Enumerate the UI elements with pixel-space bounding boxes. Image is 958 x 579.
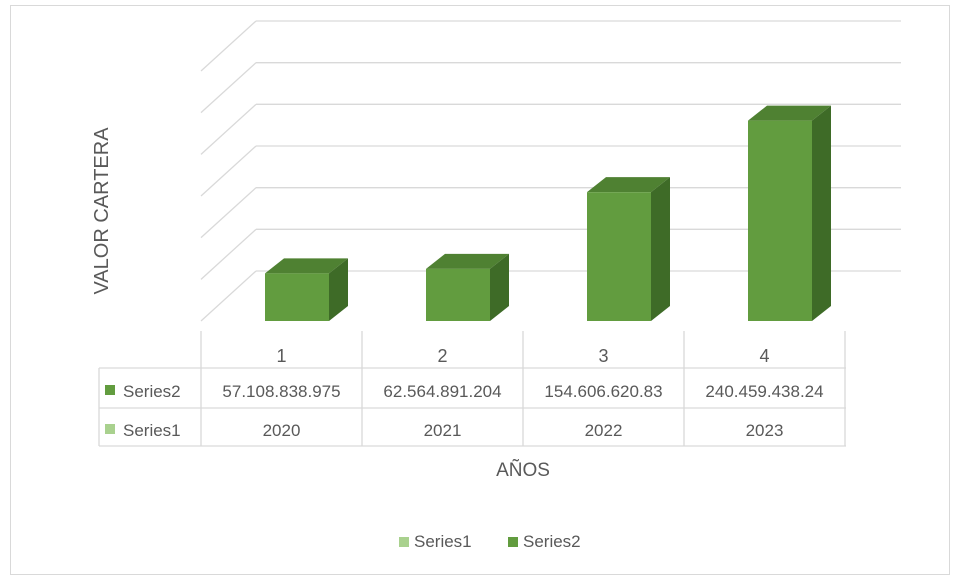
chart-svg: 1 2 3 4 Series2 57.108.838.975 62.564.891.204 1…: [11, 6, 951, 576]
bars: [265, 106, 831, 321]
table-series-name: Series2: [123, 382, 181, 401]
gridline-side: [201, 104, 256, 154]
data-label: 57.108.838.975: [222, 382, 340, 401]
data-label: 2022: [585, 421, 623, 440]
bar-front: [748, 121, 812, 321]
data-label: 240.459.438.24: [705, 382, 823, 401]
gridline-side: [201, 21, 256, 71]
legend-label: Series2: [523, 532, 581, 551]
data-label: 154.606.620.83: [544, 382, 662, 401]
bar-1: [265, 258, 348, 321]
x-axis-title: AÑOS: [496, 459, 550, 481]
data-label: 62.564.891.204: [383, 382, 501, 401]
legend-item: Series1: [399, 532, 472, 551]
bar-side: [812, 106, 831, 321]
bar-3: [587, 177, 670, 321]
data-label: 2023: [746, 421, 784, 440]
legend: Series1 Series2: [399, 532, 581, 551]
table-legend-key: [105, 424, 115, 434]
table-series-name: Series1: [123, 421, 181, 440]
bar-front: [426, 269, 490, 321]
gridline-side: [201, 229, 256, 279]
legend-label: Series1: [414, 532, 472, 551]
bar-4: [748, 106, 831, 321]
y-axis-title: VALOR CARTERA: [91, 127, 113, 295]
data-table: 1 2 3 4 Series2 57.108.838.975 62.564.891.204 1…: [99, 331, 846, 446]
table-legend-key: [105, 385, 115, 395]
tick-label: 1: [276, 346, 286, 366]
bar-front: [265, 273, 329, 321]
gridline-side: [201, 188, 256, 238]
tick-label: 2: [437, 346, 447, 366]
bar-side: [651, 177, 670, 321]
legend-item: Series2: [508, 532, 581, 551]
bar-front: [587, 192, 651, 321]
legend-swatch: [508, 537, 518, 547]
chart-area: 1 2 3 4 Series2 57.108.838.975 62.564.891.204 1…: [10, 5, 950, 575]
gridline-side: [201, 271, 256, 321]
tick-label: 3: [598, 346, 608, 366]
bar-2: [426, 254, 509, 321]
legend-swatch: [399, 537, 409, 547]
gridline-side: [201, 63, 256, 113]
gridline-side: [201, 146, 256, 196]
data-label: 2020: [263, 421, 301, 440]
data-label: 2021: [424, 421, 462, 440]
tick-label: 4: [759, 346, 769, 366]
